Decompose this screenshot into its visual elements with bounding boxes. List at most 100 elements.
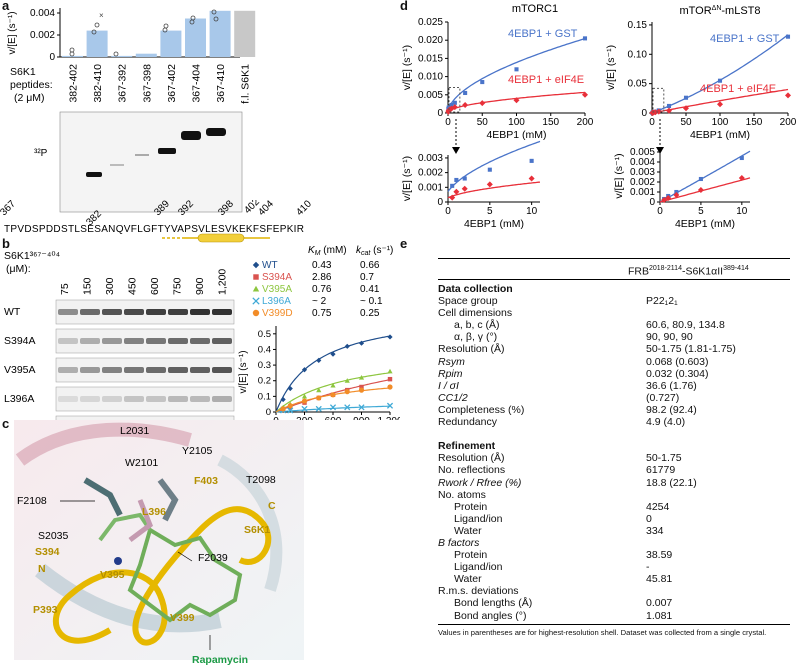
mtor-dn-zoom-xtick-2: 10 [736,206,748,217]
point-V395A-6 [358,375,365,380]
point-S394A-7 [387,376,393,382]
conc-label-1: 150 [82,277,94,295]
table-row-value: - [646,561,650,574]
table-row-label: Resolution (Å) [438,343,505,356]
kinetics-ytick-label-2: 0.2 [258,376,271,387]
panel-label-e: e [400,236,408,251]
table-row-label: Refinement [438,440,496,453]
mtorc1-main-gst-label: 4EBP1 + GST [508,28,578,40]
legend-name-2: V395A [262,284,292,295]
mtorc1-main-ylabel: v/[E] (s⁻¹) [401,45,413,90]
mtor-dn-zoom-eif4e-point-1 [665,195,672,201]
bar-4 [160,30,182,57]
mtor-dn-zoom-gst-point-3 [698,176,703,182]
svg-text:×: × [99,11,104,20]
gel-band [168,309,188,315]
table-row: No. reflections 61779 [438,464,790,476]
label-F2108: F2108 [17,495,47,507]
kinetics-ytick-label-4: 0.4 [258,344,271,355]
marker [252,297,260,305]
table-row-label: Bond angles (°) [454,609,527,622]
table-row-value: 45.81 [646,573,673,586]
gel-band [190,338,210,344]
bar-6 [209,10,231,58]
mtorc1-zoom-gst-point-3 [487,167,492,172]
table-row-label: a, b, c (Å) [454,319,500,332]
mtorc1-main-zoom-box [448,87,461,113]
gel-concentrations: 75 150 300 450 600 750 900 1,200 [59,269,229,295]
sequence-map: 367 382 389 392 398 402 404 410 TPVDSPDD… [0,200,314,243]
mtor-dn-main-gst-point-7 [717,78,723,83]
table-row-label: Ligand/ion [454,512,503,525]
mtorc1-zoom-xtick-2: 10 [526,206,538,217]
table-row-label: Rwork / Rfree (%) [438,476,522,489]
kinetics-ytick-label-1: 0.1 [258,391,271,402]
point-L396A-2 [301,405,308,412]
gel-band [168,367,188,373]
legend-name-1: S394A [262,272,292,283]
mtorc1-main-ytick-0: 0 [437,108,443,119]
autoradiograph-blot [59,111,243,213]
table-row: B factors [438,537,790,549]
peptide-label-1: 382-410 [92,64,104,103]
table-footnote: Values in parentheses are for highest-re… [438,627,767,637]
table-row-label: α, β, γ (°) [454,331,498,344]
point-V399D-5 [344,389,350,395]
table-row-value: 98.2 (92.4) [646,403,697,416]
mtorc1-main: 0 50 100 150 200 0 0.005 0.010 0.015 0.020 0.025 v/… [401,17,594,154]
label-P393: P393 [33,604,58,616]
gel-band [146,396,166,402]
kinetics-ylabel: v/[E] (s⁻¹) [238,350,249,393]
peptide-label-6: 367-410 [215,64,227,103]
gel-band [80,396,100,402]
legend-kcat-4: 0.25 [360,308,380,319]
gel-band [190,367,210,373]
mtorc1-main-gst-fit [447,37,586,111]
point-V399D-4 [330,392,336,398]
table-rows: Data collection Space group P22₁2₁ Cell dim… [438,283,790,622]
conc-label-7: 1,200 [217,269,229,295]
table-row-value: 38.59 [646,549,673,562]
gel-band [102,309,122,315]
point-L396A-1 [287,407,294,414]
table-row-label: R.m.s. deviations [438,585,519,598]
point-S394A-6 [359,384,364,390]
table-row-value: P22₁2₁ [646,295,678,308]
point-V399D-6 [358,387,365,393]
panel-label-a: a [2,0,10,13]
point-V395A-2 [301,393,308,399]
table-row-value: (0.727) [646,391,680,404]
gel-rows: WTS394AV395AL396AV399D [4,299,235,420]
label-F2039: F2039 [198,552,228,564]
mtor-dn-zoom-eif4e-fit [659,177,751,203]
conc-label-0: 75 [59,283,71,295]
table-row: I / σI 36.6 (1.76) [438,380,790,392]
label-W2101: W2101 [125,457,158,469]
panel-a-replicates: × [69,9,219,57]
table-row: Water 45.81 [438,573,790,585]
peptide-label-4: 367-402 [166,64,178,103]
table-row: Rsym 0.068 (0.603) [438,356,790,368]
table-row-label: Rpim [438,367,463,380]
point-V395A-4 [330,382,336,388]
point-V399D-7 [387,384,393,390]
seq-start-label: 367 [0,200,18,218]
mtor-dn-main-gst-point-5 [666,103,672,108]
km-header: KM (mM) [308,245,347,257]
kcat-header: kcat (s⁻¹) [356,245,393,257]
table-row: Resolution (Å) 50-1.75 [438,452,790,464]
mtorc1-main-xtick-0: 0 [445,117,451,128]
mtorc1-main-ytick-4: 0.020 [418,35,443,46]
table-row-label: No. reflections [438,464,506,477]
conc-label-3: 450 [127,277,139,295]
seq-end-label: 410 [294,200,314,218]
mtorc1-zoom: 0 5 10 0 0.001 0.002 0.003 v/[E] (s⁻¹) 4EBP1 (mM… [401,140,541,230]
label-N-terminus: N [38,563,46,575]
table-row-value: 90, 90, 90 [646,331,693,344]
mtorc1-main-eif4e-point-4 [451,104,458,111]
mtor-dn-zoom-gst-point-4 [739,155,744,161]
point-V399D-2 [301,398,308,404]
mtorc1-zoom-gst-point-4 [529,158,534,163]
mtorc1-main-gst-point-5 [463,90,468,96]
